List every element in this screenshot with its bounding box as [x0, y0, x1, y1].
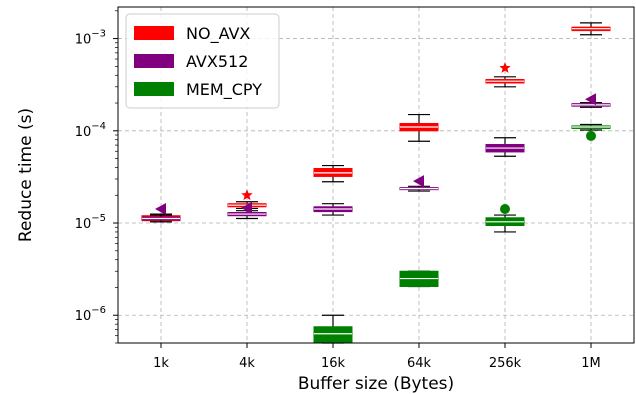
x-tick-label: 1k	[153, 356, 169, 371]
y-tick-label: 10−5	[75, 213, 106, 232]
x-tick-label: 64k	[407, 356, 432, 371]
box-avx512-1M	[571, 93, 611, 108]
box-mem-cpy-1M	[571, 123, 611, 141]
x-tick-label: 256k	[489, 356, 522, 371]
legend-label: MEM_CPY	[186, 80, 262, 100]
flier-point	[241, 201, 252, 214]
box-no-avx-64k	[399, 113, 439, 142]
box-no-avx-1M	[571, 22, 611, 36]
legend-label: NO_AVX	[186, 24, 250, 44]
y-tick-label: 10−3	[75, 29, 106, 48]
box-no-avx-256k	[485, 61, 525, 88]
x-tick-label: 1M	[581, 356, 601, 371]
box-avx512-256k	[485, 137, 525, 157]
x-tick-label: 16k	[321, 356, 346, 371]
box-avx512-64k	[399, 175, 439, 192]
flier-point	[499, 61, 511, 73]
flier-point	[585, 93, 596, 106]
legend-swatch	[134, 54, 174, 68]
flier-point	[155, 202, 166, 215]
flier-point	[241, 189, 253, 201]
y-axis-label: Reduce time (s)	[16, 108, 36, 242]
y-tick-label: 10−4	[75, 121, 106, 140]
flier-point	[586, 130, 596, 141]
legend-label: AVX512	[186, 52, 248, 71]
flier-point	[500, 203, 510, 214]
legend: NO_AVX AVX512 MEM_CPY	[125, 13, 280, 109]
box-body	[313, 326, 353, 344]
box-mem-cpy-256k	[485, 203, 525, 233]
y-tick-label: 10−6	[75, 305, 106, 324]
box-avx512-16k	[313, 203, 353, 216]
x-axis-label: Buffer size (Bytes)	[298, 374, 454, 394]
legend-swatch	[134, 26, 174, 40]
plot-frame	[117, 6, 635, 344]
box-avx512-1k	[141, 202, 181, 223]
box-avx512-4k	[227, 201, 267, 220]
flier-point	[413, 175, 424, 188]
x-tick-label: 4k	[239, 356, 255, 371]
box-mem-cpy-16k	[313, 314, 353, 344]
box-layer	[141, 22, 611, 344]
legend-swatch	[134, 82, 174, 96]
box-no-avx-16k	[313, 164, 353, 183]
box-mem-cpy-64k	[399, 270, 439, 288]
